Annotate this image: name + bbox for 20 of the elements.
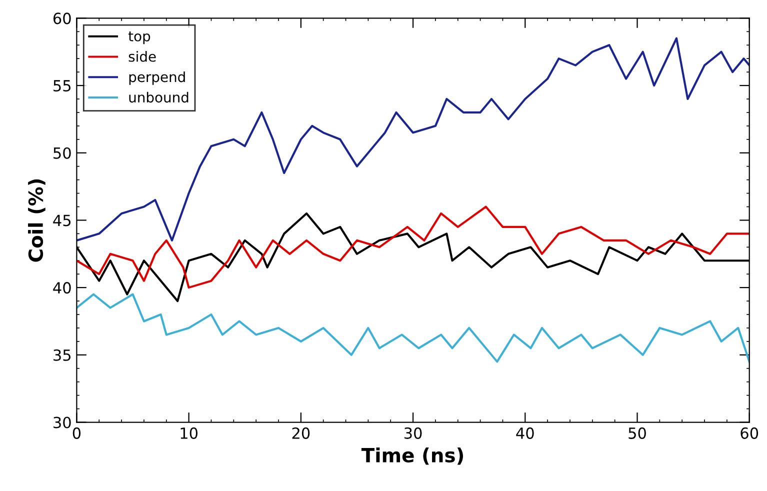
y-tick-label: 60 xyxy=(53,12,71,24)
y-tick-label: 30 xyxy=(54,416,71,428)
x-tick-label: 20 xyxy=(292,427,310,439)
y-tick-label: 35 xyxy=(54,349,71,361)
x-tick-label: 60 xyxy=(740,427,758,439)
y-tick-label: 40 xyxy=(53,282,71,294)
x-tick-label: 50 xyxy=(628,427,646,439)
y-tick-label: 45 xyxy=(53,214,71,226)
x-tick-label: 0 xyxy=(72,427,81,439)
x-tick-label: 30 xyxy=(404,427,422,439)
legend-label: side xyxy=(128,51,156,62)
x-tick-label: 10 xyxy=(180,427,198,439)
legend-label: top xyxy=(128,31,150,44)
legend-label: unbound xyxy=(129,92,188,103)
x-axis-title: Time (ns) xyxy=(361,447,464,465)
y-tick-label: 50 xyxy=(54,147,71,159)
y-tick-label: 55 xyxy=(54,80,71,92)
x-tick-label: 40 xyxy=(516,427,534,439)
y-axis-title: Coil (%) xyxy=(28,179,46,262)
legend-label: perpend xyxy=(129,71,185,85)
